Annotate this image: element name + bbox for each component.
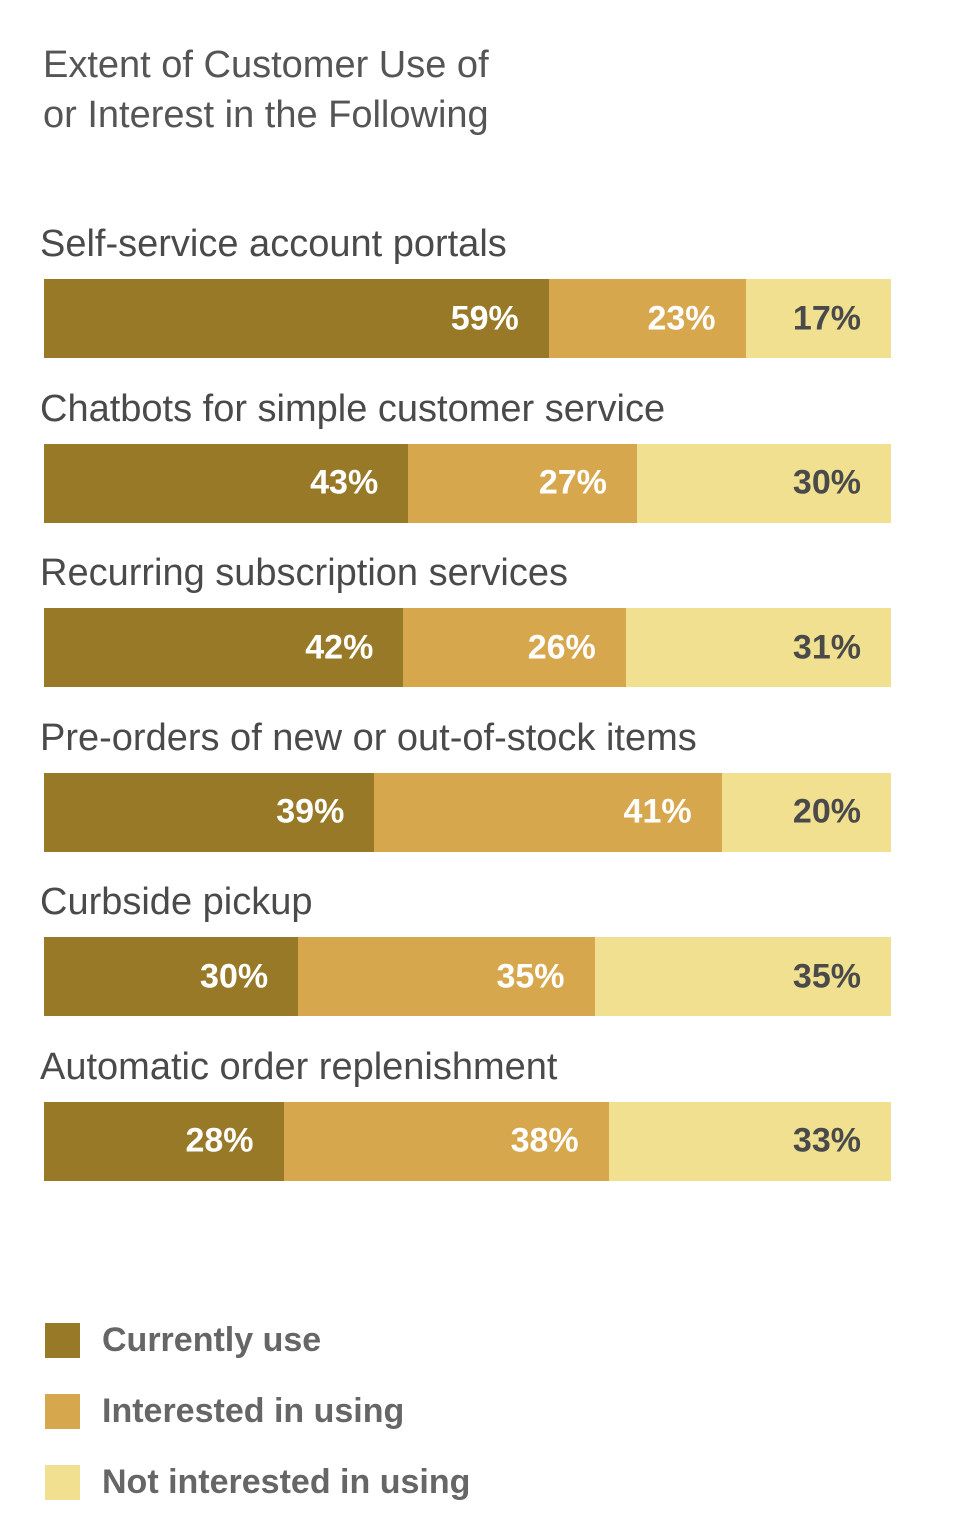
bar-segment: 31%: [625, 608, 891, 687]
data-label: 26%: [527, 628, 596, 666]
legend-label: Currently use: [102, 1321, 322, 1359]
data-label: 17%: [792, 299, 861, 337]
bar-segment: 59%: [44, 279, 549, 358]
stacked-bar: 30% 35% 35%: [44, 937, 891, 1016]
bar-segment: 35%: [594, 937, 891, 1016]
bar-segment: 35%: [298, 937, 595, 1016]
legend-item: Not interested in using: [45, 1447, 470, 1518]
bar-segment: 38%: [283, 1101, 609, 1181]
legend-item: Interested in using: [45, 1376, 470, 1447]
data-label: 27%: [538, 463, 607, 502]
bar-segment: 17%: [745, 279, 891, 358]
data-label: 59%: [450, 299, 519, 337]
bar-segment: 43%: [44, 443, 409, 523]
data-label: 35%: [496, 957, 565, 995]
data-label: 30%: [792, 463, 861, 502]
legend-swatch: [45, 1465, 80, 1500]
bar-segment: 23%: [548, 279, 746, 358]
category-label: Self-service account portals: [40, 223, 507, 265]
data-label: 20%: [792, 792, 861, 831]
data-label: 31%: [792, 628, 861, 666]
data-label: 38%: [510, 1121, 579, 1160]
bar-segment: 33%: [608, 1101, 891, 1181]
bar-segment: 27%: [408, 443, 637, 523]
data-label: 43%: [310, 463, 379, 502]
legend-label: Not interested in using: [102, 1463, 471, 1501]
bar-segment: 30%: [636, 443, 891, 523]
legend: Currently use Interested in using Not inte…: [45, 1305, 470, 1518]
bar-segment: 28%: [44, 1101, 284, 1181]
data-label: 39%: [276, 792, 345, 831]
category-label: Curbside pickup: [40, 881, 313, 923]
bar-segment: 26%: [403, 608, 626, 687]
stacked-bar: 59% 23% 17%: [44, 279, 891, 358]
category-label: Recurring subscription services: [40, 552, 568, 594]
data-label: 41%: [623, 792, 692, 831]
bar-segment: 39%: [44, 772, 375, 852]
bar-segment: 41%: [374, 772, 722, 852]
stacked-bar: 43% 27% 30%: [44, 443, 891, 523]
legend-label: Interested in using: [102, 1392, 405, 1430]
category-label: Pre-orders of new or out-of-stock items: [40, 716, 697, 759]
legend-item: Currently use: [45, 1305, 470, 1376]
stacked-bar: 39% 41% 20%: [44, 772, 891, 852]
legend-swatch: [45, 1323, 80, 1358]
data-label: 33%: [792, 1121, 861, 1160]
stacked-bar: 28% 38% 33%: [44, 1101, 891, 1181]
data-label: 23%: [647, 299, 716, 337]
bar-segment: 20%: [721, 772, 891, 852]
stacked-bar: 42% 26% 31%: [44, 608, 891, 687]
bar-segment: 30%: [44, 937, 299, 1016]
data-label: 30%: [200, 957, 269, 995]
data-label: 35%: [792, 957, 861, 995]
legend-swatch: [45, 1394, 80, 1429]
category-label: Automatic order replenishment: [40, 1045, 558, 1088]
category-label: Chatbots for simple customer service: [40, 387, 666, 430]
data-label: 28%: [185, 1121, 254, 1160]
data-label: 42%: [305, 628, 374, 666]
bar-segment: 42%: [44, 608, 404, 687]
chart-title: Extent of Customer Use of or Interest in…: [43, 44, 489, 136]
